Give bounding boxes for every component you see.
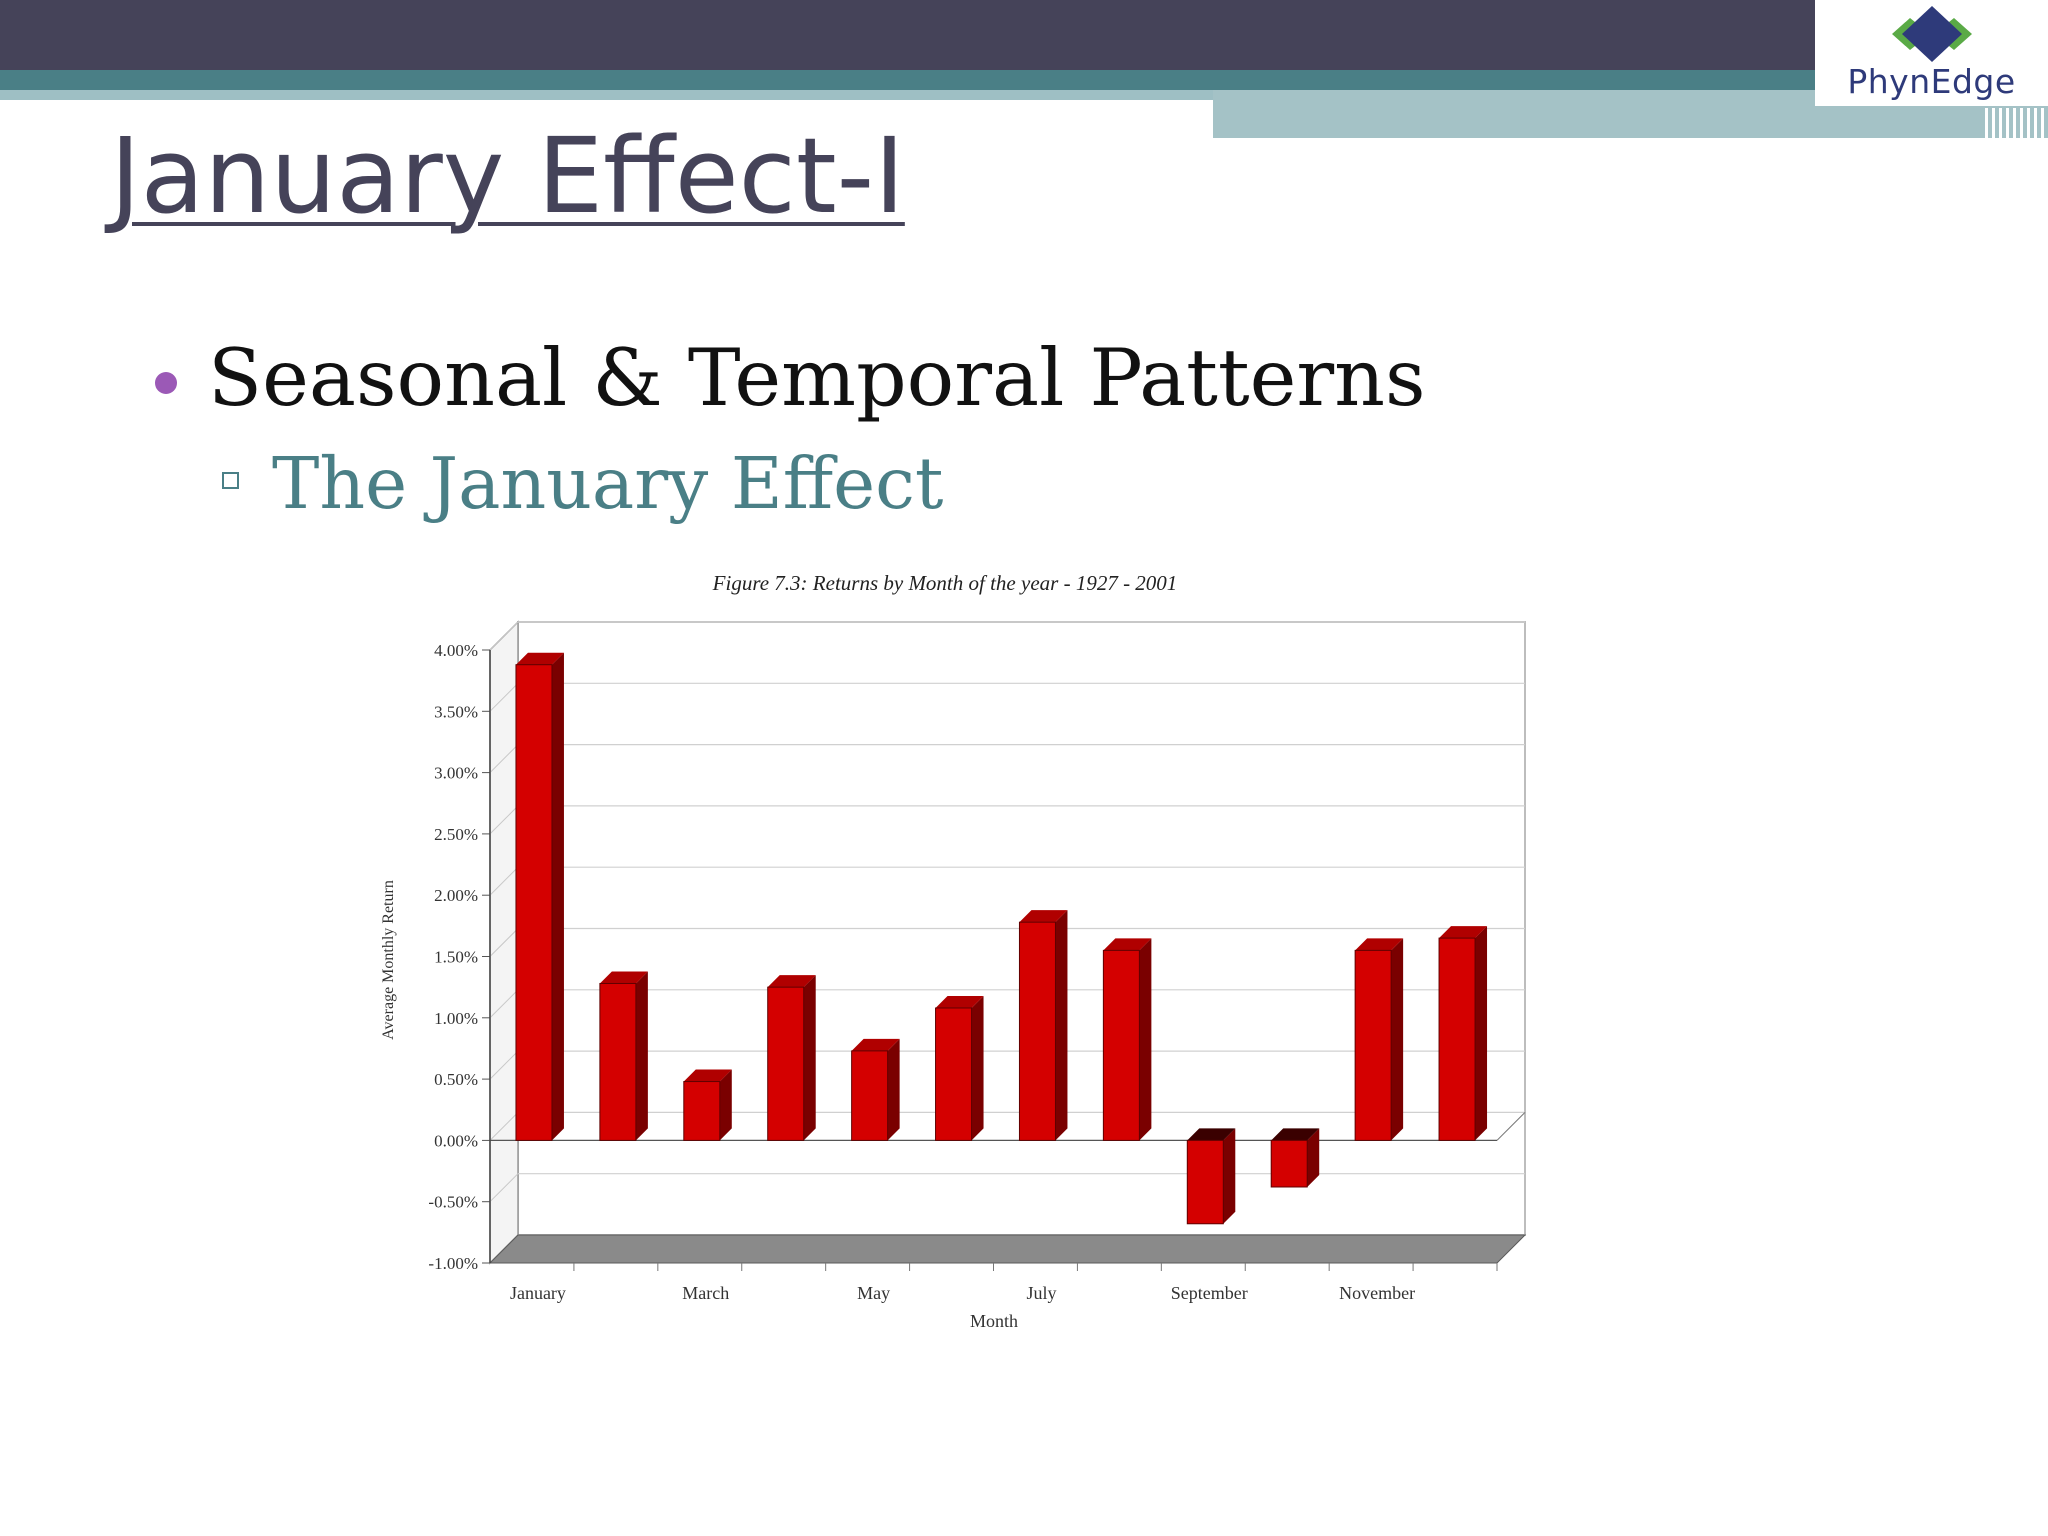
y-axis-label: Average Monthly Return <box>380 880 397 1040</box>
bar-january <box>515 664 553 1141</box>
bar-december <box>1438 937 1476 1141</box>
bar-side-march <box>719 1069 732 1141</box>
bar-top-february <box>599 971 648 984</box>
zero-baseline-depth <box>1496 1112 1526 1141</box>
y-tick-label: -0.50% <box>428 1193 478 1212</box>
y-tick-label: 4.00% <box>434 641 478 660</box>
x-tick-label: March <box>682 1283 729 1303</box>
header-stripe-light <box>0 90 1213 100</box>
bar-top-september <box>1187 1128 1236 1141</box>
bar-september <box>1186 1139 1224 1225</box>
bar-side-april <box>803 975 816 1141</box>
returns-by-month-chart: Figure 7.3: Returns by Month of the year… <box>380 571 1527 1331</box>
bar-top-january <box>515 652 564 665</box>
company-logo: PhynEdge <box>1815 0 2048 106</box>
bar-august <box>1102 949 1140 1141</box>
bar-top-october <box>1271 1128 1320 1141</box>
gridline-side <box>489 744 519 773</box>
bar-side-december <box>1475 926 1488 1141</box>
bar-top-march <box>683 1069 732 1082</box>
gridline-side <box>489 1173 519 1203</box>
logo-diamond-icon <box>1892 6 1972 62</box>
y-tick-label: -1.00% <box>428 1254 478 1273</box>
x-axis-label: Month <box>970 1311 1018 1331</box>
bar-top-july <box>1019 910 1068 923</box>
bar-november <box>1354 949 1392 1141</box>
bar-march <box>683 1081 721 1141</box>
gridline-side <box>489 621 519 651</box>
sub-bullet-square-icon <box>222 472 239 489</box>
gridline-side <box>489 1112 519 1141</box>
gridline-side <box>489 866 519 896</box>
y-tick-label: 3.00% <box>434 764 478 783</box>
x-tick-label: July <box>1026 1283 1056 1303</box>
chart-title: Figure 7.3: Returns by Month of the year… <box>712 571 1178 595</box>
bar-side-july <box>1055 910 1068 1141</box>
header-bar <box>0 0 1815 70</box>
bar-side-june <box>971 995 984 1141</box>
bar-april <box>767 986 805 1141</box>
x-tick-label: May <box>857 1283 890 1303</box>
bar-side-october <box>1307 1128 1320 1187</box>
bar-may <box>851 1050 889 1141</box>
bar-side-may <box>887 1038 900 1141</box>
x-tick-label: November <box>1339 1283 1415 1303</box>
bar-top-august <box>1103 938 1152 951</box>
bar-top-may <box>851 1038 900 1051</box>
y-tick-label: 0.50% <box>434 1070 478 1089</box>
y-tick-label: 3.50% <box>434 702 478 721</box>
x-tick-label: September <box>1171 1283 1248 1303</box>
logo-text: PhynEdge <box>1847 62 2016 101</box>
header-stripe-lines <box>1985 108 2048 138</box>
chart-floor <box>488 1234 1527 1264</box>
y-tick-label: 1.50% <box>434 948 478 967</box>
sub-bullet-text: The January Effect <box>272 442 944 525</box>
y-tick-label: 2.00% <box>434 886 478 905</box>
bar-top-april <box>767 975 816 988</box>
gridline-side <box>489 682 519 712</box>
header-stripe-teal <box>0 70 1815 90</box>
bar-february <box>599 982 637 1141</box>
y-tick-label: 0.00% <box>434 1131 478 1150</box>
bar-top-june <box>935 995 984 1008</box>
bullet-dot-icon <box>155 372 177 394</box>
gridline-side <box>489 989 519 1019</box>
bullet-text: Seasonal & Temporal Patterns <box>208 332 1426 424</box>
bar-side-january <box>551 652 564 1141</box>
bar-side-september <box>1223 1128 1236 1224</box>
bar-side-february <box>635 971 648 1141</box>
gridline-side <box>489 805 519 835</box>
slide-title: January Effect-I <box>110 115 905 237</box>
gridline-side <box>489 928 519 957</box>
bar-top-november <box>1355 938 1404 951</box>
gridline-side <box>489 1050 519 1080</box>
bar-july <box>1018 921 1056 1141</box>
bar-top-december <box>1439 926 1488 939</box>
bar-june <box>935 1007 973 1141</box>
x-tick-label: January <box>510 1283 566 1303</box>
bar-side-august <box>1139 938 1152 1141</box>
bar-side-november <box>1391 938 1404 1141</box>
y-tick-label: 1.00% <box>434 1009 478 1028</box>
y-tick-label: 2.50% <box>434 825 478 844</box>
bar-october <box>1270 1139 1308 1188</box>
